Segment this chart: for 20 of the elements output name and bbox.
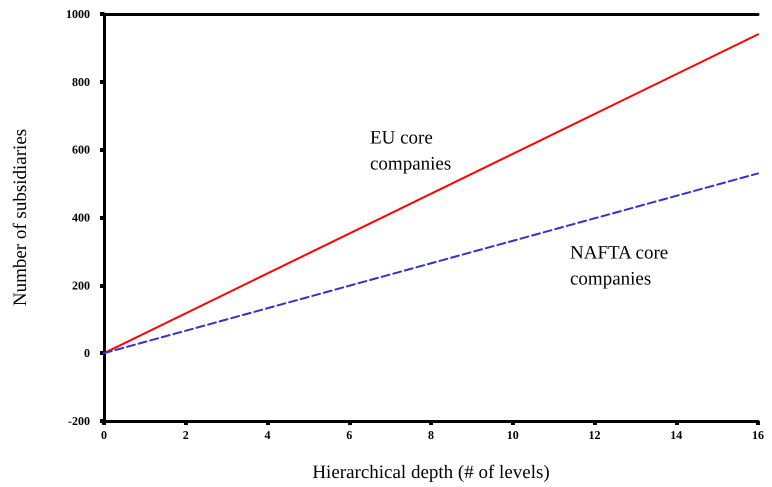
y-tick-label: 400: [72, 210, 90, 224]
x-tick-label: 6: [346, 428, 352, 442]
y-tick-label: 0: [84, 346, 90, 360]
x-tick-label: 4: [264, 428, 270, 442]
x-tick-label: 0: [101, 428, 107, 442]
x-tick-label: 2: [182, 428, 189, 442]
x-tick-label: 14: [670, 428, 682, 442]
y-tick-label: 800: [72, 74, 90, 89]
x-tick-label: 12: [588, 428, 600, 442]
y-axis-title: Number of subsidiaries: [10, 128, 31, 306]
series-label: EU core companies: [370, 128, 452, 174]
x-tick-label: 10: [506, 428, 519, 442]
y-tick-label: 600: [72, 142, 90, 157]
y-tick-label: 1000: [66, 7, 90, 21]
x-tick-label: 8: [428, 428, 434, 442]
x-tick-label: 16: [752, 428, 764, 442]
x-axis-title: Hierarchical depth (# of levels): [312, 462, 550, 483]
y-tick-label: -200: [68, 414, 90, 428]
series-label: NAFTA core companies: [570, 242, 668, 290]
y-tick-label: 200: [72, 278, 90, 292]
